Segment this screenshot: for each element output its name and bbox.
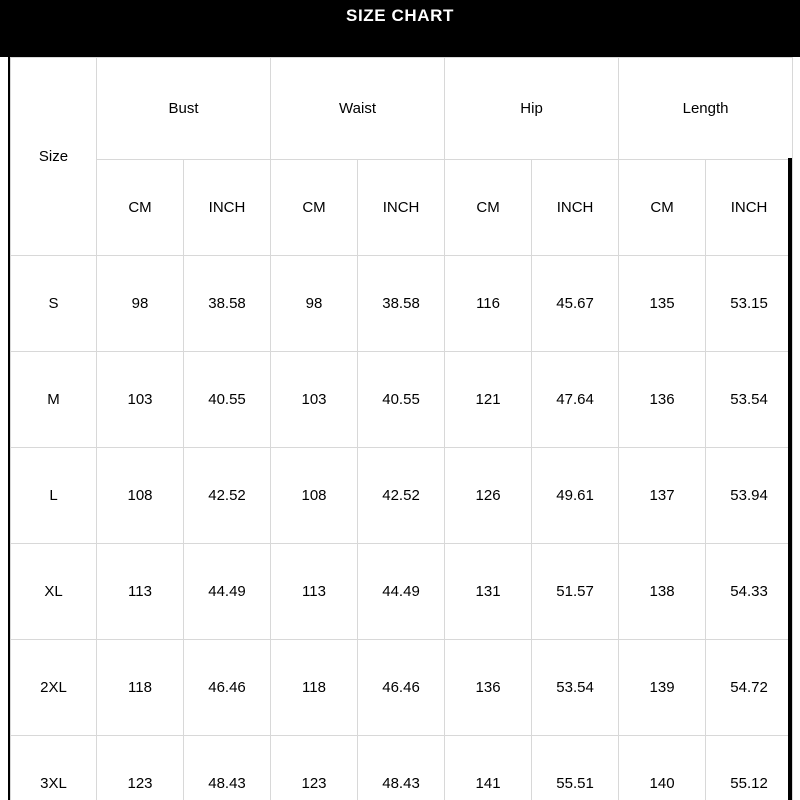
column-group-length: Length — [618, 57, 794, 160]
measurement-cell: 53.54 — [531, 639, 620, 736]
measurement-cell: 108 — [270, 447, 359, 544]
size-corner-header: Size — [10, 57, 97, 256]
column-group-bust: Bust — [95, 57, 272, 160]
measurement-cell: 44.49 — [357, 543, 446, 640]
measurement-cell: 40.55 — [357, 351, 446, 448]
measurement-cell: 103 — [270, 351, 359, 448]
size-row-header: 3XL — [10, 735, 97, 800]
table-row-s: S 98 38.58 98 38.58 116 45.67 135 53.15 — [10, 255, 794, 352]
measurement-cell: 98 — [96, 255, 184, 352]
unit-header-hip-inch: INCH — [531, 159, 620, 256]
measurement-cell: 121 — [444, 351, 533, 448]
measurement-cell: 45.67 — [531, 255, 620, 352]
measurement-cell: 38.58 — [357, 255, 446, 352]
measurement-cell: 47.64 — [531, 351, 620, 448]
size-chart-table: Size Bust Waist Hip Length CM INCH CM IN… — [10, 57, 794, 800]
measurement-cell: 42.52 — [357, 447, 446, 544]
measurement-cell: 44.49 — [182, 543, 272, 640]
table-row-m: M 103 40.55 103 40.55 121 47.64 136 53.5… — [10, 351, 794, 448]
column-group-hip: Hip — [444, 57, 620, 160]
measurement-cell: 54.72 — [705, 639, 794, 736]
measurement-cell: 51.57 — [531, 543, 620, 640]
column-group-waist: Waist — [270, 57, 446, 160]
measurement-cell: 126 — [444, 447, 533, 544]
unit-header-bust-cm: CM — [96, 159, 184, 256]
measurement-cell: 123 — [270, 735, 359, 800]
measurement-cell: 113 — [96, 543, 184, 640]
measurement-cell: 118 — [270, 639, 359, 736]
size-row-header: L — [10, 447, 97, 544]
measurement-cell: 108 — [96, 447, 184, 544]
table-row-2xl: 2XL 118 46.46 118 46.46 136 53.54 139 54… — [10, 639, 794, 736]
unit-header-waist-cm: CM — [270, 159, 359, 256]
measurement-cell: 46.46 — [182, 639, 272, 736]
measurement-cell: 48.43 — [182, 735, 272, 800]
measurement-cell: 55.51 — [531, 735, 620, 800]
measurement-cell: 46.46 — [357, 639, 446, 736]
table-row-xl: XL 113 44.49 113 44.49 131 51.57 138 54.… — [10, 543, 794, 640]
measurement-cell: 49.61 — [531, 447, 620, 544]
column-group-header-row: Size Bust Waist Hip Length — [10, 57, 794, 256]
measurement-cell: 140 — [618, 735, 707, 800]
unit-header-waist-inch: INCH — [357, 159, 446, 256]
measurement-cell: 123 — [96, 735, 184, 800]
size-chart-title-bar: SIZE CHART — [0, 0, 800, 57]
measurement-cell: 141 — [444, 735, 533, 800]
measurement-cell: 136 — [444, 639, 533, 736]
measurement-cell: 136 — [618, 351, 707, 448]
measurement-cell: 113 — [270, 543, 359, 640]
measurement-cell: 53.54 — [705, 351, 794, 448]
measurement-cell: 53.15 — [705, 255, 794, 352]
measurement-cell: 139 — [618, 639, 707, 736]
measurement-cell: 98 — [270, 255, 359, 352]
unit-header-length-inch: INCH — [705, 159, 794, 256]
size-row-header: S — [10, 255, 97, 352]
measurement-cell: 54.33 — [705, 543, 794, 640]
unit-header-length-cm: CM — [618, 159, 707, 256]
table-row-l: L 108 42.52 108 42.52 126 49.61 137 53.9… — [10, 447, 794, 544]
unit-header-hip-cm: CM — [444, 159, 533, 256]
measurement-cell: 48.43 — [357, 735, 446, 800]
measurement-cell: 118 — [96, 639, 184, 736]
size-row-header: XL — [10, 543, 97, 640]
unit-header-bust-inch: INCH — [182, 159, 272, 256]
measurement-cell: 137 — [618, 447, 707, 544]
measurement-cell: 131 — [444, 543, 533, 640]
table-row-3xl: 3XL 123 48.43 123 48.43 141 55.51 140 55… — [10, 735, 794, 800]
size-row-header: 2XL — [10, 639, 97, 736]
measurement-cell: 38.58 — [182, 255, 272, 352]
measurement-cell: 138 — [618, 543, 707, 640]
table-right-border — [788, 158, 792, 800]
measurement-cell: 116 — [444, 255, 533, 352]
unit-header-row: CM INCH CM INCH CM INCH CM INCH — [11, 159, 794, 256]
measurement-cell: 53.94 — [705, 447, 794, 544]
measurement-cell: 42.52 — [182, 447, 272, 544]
size-row-header: M — [10, 351, 97, 448]
measurement-cell: 135 — [618, 255, 707, 352]
measurement-cell: 40.55 — [182, 351, 272, 448]
table-left-border — [8, 57, 10, 800]
size-chart-title: SIZE CHART — [346, 6, 454, 25]
measurement-cell: 103 — [96, 351, 184, 448]
measurement-cell: 55.12 — [705, 735, 794, 800]
